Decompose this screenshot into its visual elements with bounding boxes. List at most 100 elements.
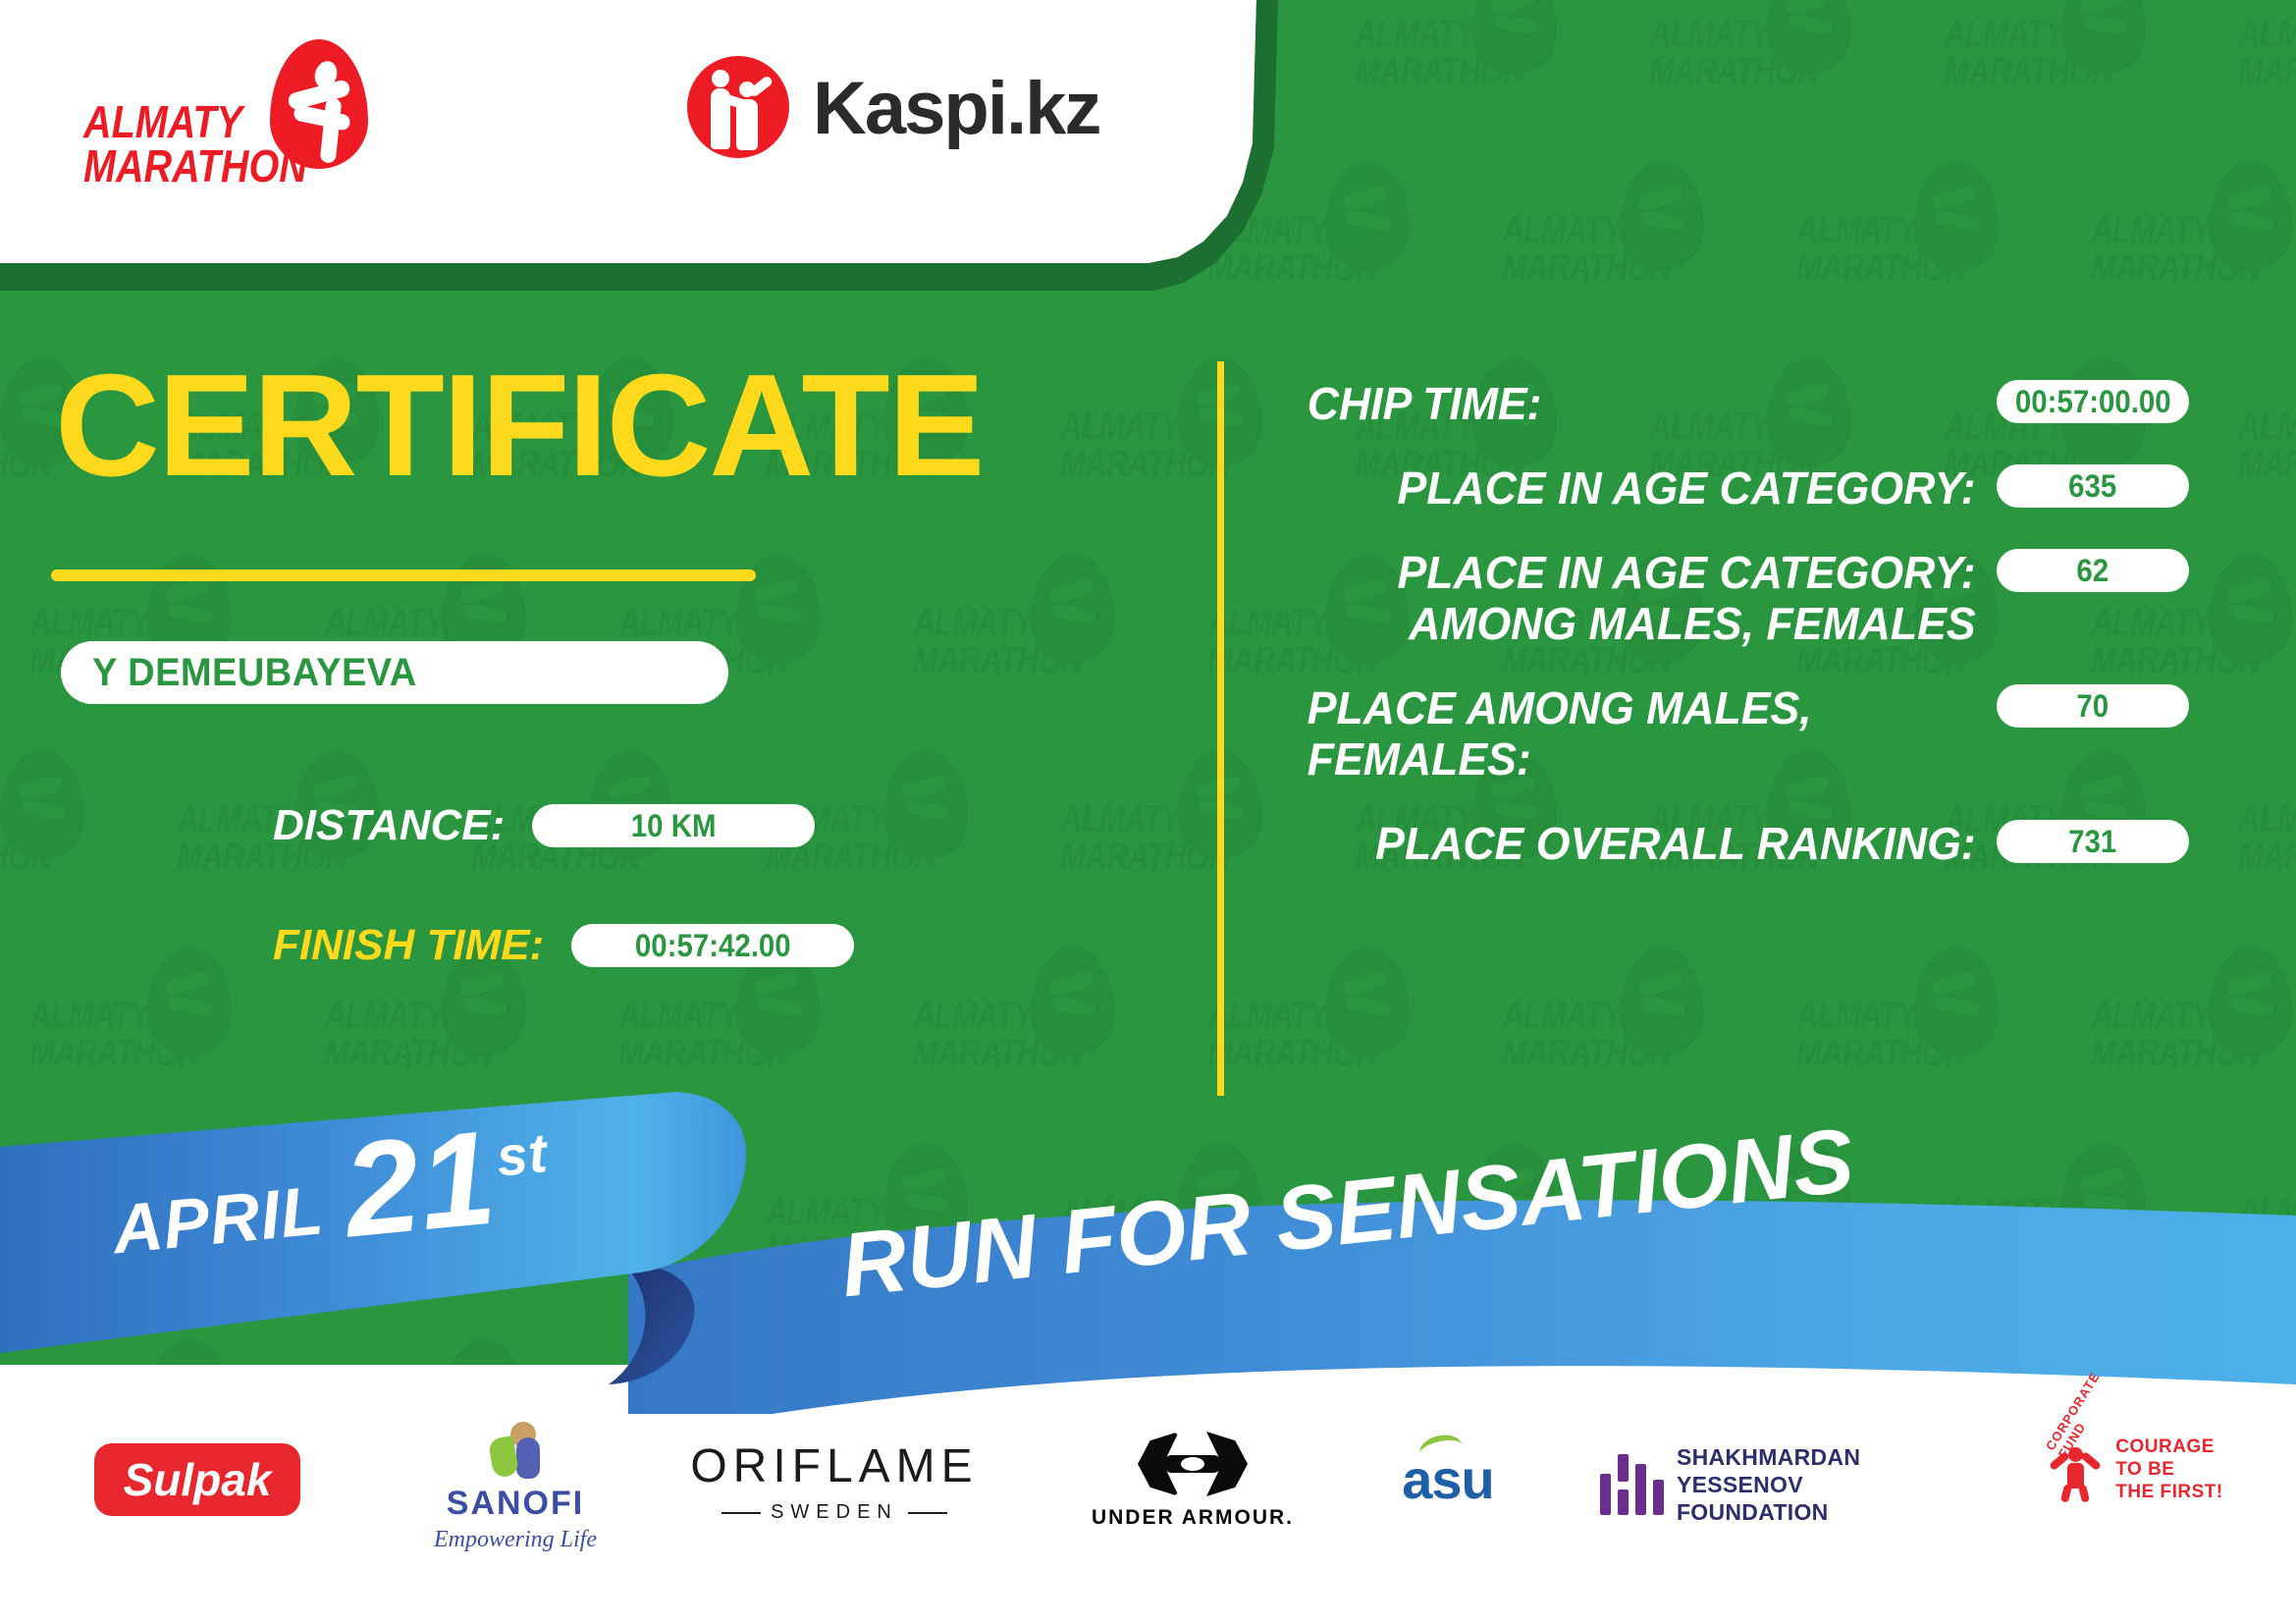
- stat-row-place-age-category-gender: PLACE IN AGE CATEGORY: AMONG MALES, FEMA…: [1286, 547, 2189, 649]
- watermark-line2: MARATHON: [1796, 1033, 1967, 1074]
- yessenov-bar-1: [1600, 1474, 1611, 1515]
- sponsor-logo-asu: asu: [1360, 1431, 1536, 1511]
- stat-row-place-overall: PLACE OVERALL RANKING: 731: [1286, 818, 2189, 869]
- watermark-line1: ALMATY: [2238, 799, 2296, 840]
- watermark-line1: ALMATY: [1207, 996, 1328, 1037]
- watermark-drop-icon: [1620, 161, 1704, 271]
- courage-right-leg-shape: [2078, 1483, 2091, 1503]
- event-day-suffix: st: [494, 1121, 551, 1188]
- results-stats-list: CHIP TIME: 00:57:00.00 PLACE IN AGE CATE…: [1286, 378, 2189, 902]
- finish-time-value: 00:57:42.00: [634, 927, 791, 963]
- watermark-line2: MARATHON: [1502, 247, 1673, 289]
- watermark-line1: ALMATY: [2091, 996, 2212, 1037]
- courage-wordmark: COURAGE TO BE THE FIRST!: [2115, 1435, 2223, 1503]
- oriflame-wordmark: ORIFLAME: [690, 1440, 979, 1492]
- courage-wordmark-line2: TO BE: [2115, 1459, 2175, 1480]
- stat-row-place-among-gender: PLACE AMONG MALES, FEMALES: 70: [1286, 682, 2189, 785]
- watermark-drop-icon: [1914, 947, 1999, 1056]
- courage-head-shape: [2068, 1446, 2084, 1462]
- watermark-drop-icon: [2209, 947, 2293, 1056]
- watermark-drop-icon: [1325, 947, 1410, 1056]
- watermark-line2: MARATHON: [1649, 51, 1820, 92]
- watermark-drop-icon: [0, 750, 84, 860]
- place-age-category-label: PLACE IN AGE CATEGORY:: [1397, 462, 1976, 514]
- watermark-drop-icon: [1914, 161, 1999, 271]
- stat-row-chip-time: CHIP TIME: 00:57:00.00: [1286, 378, 2189, 429]
- watermark-line2: MARATHON: [913, 640, 1084, 681]
- watermark-line1: ALMATY: [1502, 996, 1623, 1037]
- ribbon-right-segment: [628, 1200, 2296, 1414]
- chip-time-value: 00:57:00.00: [2014, 383, 2171, 419]
- kaspi-child-arm-shape: [747, 75, 774, 98]
- watermark-line2: MARATHON: [1355, 51, 1525, 92]
- kaspi-child-body-shape: [736, 99, 758, 150]
- watermark-line1: ALMATY: [2238, 14, 2296, 55]
- marathon-wordmark-line1: ALMATY: [83, 96, 242, 147]
- marathon-wordmark-line2: MARATHON: [83, 140, 307, 191]
- watermark-line2: MARATHON: [0, 837, 53, 878]
- kaspi-logo: Kaspi.kz: [687, 54, 1101, 162]
- place-age-category-value: 635: [2068, 467, 2117, 504]
- watermark-line2: MARATHON: [0, 444, 53, 485]
- yessenov-bar-2: [1618, 1454, 1629, 1482]
- place-among-gender-label: PLACE AMONG MALES, FEMALES:: [1307, 682, 1812, 785]
- event-day: 21: [338, 1102, 503, 1266]
- watermark-line2: MARATHON: [2238, 444, 2296, 485]
- sponsor-logo-oriflame: ORIFLAME SWEDEN: [687, 1439, 982, 1524]
- column-divider: [1217, 361, 1224, 1096]
- ua-center-hole-shape: [1181, 1457, 1204, 1471]
- watermark-line1: ALMATY: [29, 996, 150, 1037]
- watermark-line2: MARATHON: [1502, 1033, 1673, 1074]
- watermark-line1: ALMATY: [2238, 406, 2296, 448]
- courage-figure-icon: CORPORATE FUND: [2043, 1369, 2104, 1503]
- watermark-drop-icon: [1031, 947, 1115, 1056]
- place-age-category-gender-value-pill: 62: [1997, 549, 2189, 592]
- sanofi-blue-shape: [516, 1437, 540, 1479]
- courage-left-leg-shape: [2060, 1483, 2073, 1503]
- watermark-line1: ALMATY: [1355, 14, 1475, 55]
- yessenov-bar-5: [1653, 1480, 1664, 1515]
- oriflame-rule-right: [907, 1511, 947, 1514]
- watermark-drop-icon: [1325, 161, 1410, 271]
- sponsor-logo-sulpak: Sulpak: [94, 1443, 300, 1516]
- sponsor-logo-yessenov-foundation: SHAKHMARDAN YESSENOV FOUNDATION: [1600, 1443, 1973, 1526]
- watermark-line1: ALMATY: [618, 996, 739, 1037]
- watermark-drop-icon: [2061, 0, 2146, 75]
- watermark-line1: ALMATY: [2091, 210, 2212, 251]
- watermark-line2: MARATHON: [2238, 51, 2296, 92]
- place-overall-value-pill: 731: [1997, 820, 2189, 863]
- watermark-line1: ALMATY: [324, 996, 445, 1037]
- under-armour-mark-icon: [1134, 1432, 1252, 1496]
- yessenov-bar-3: [1618, 1489, 1629, 1515]
- distance-value-pill: 10 KM: [532, 804, 816, 847]
- watermark-drop-icon: [1767, 0, 1851, 75]
- sponsor-logo-sanofi: SANOFI Empowering Life: [402, 1422, 628, 1553]
- sponsor-logo-strip: Sulpak SANOFI Empowering Life ORIFLAME S…: [0, 1369, 2296, 1610]
- under-armour-wordmark: UNDER ARMOUR.: [1091, 1506, 1295, 1529]
- watermark-line1: ALMATY: [1502, 210, 1623, 251]
- watermark-line2: MARATHON: [1207, 1033, 1378, 1074]
- ribbon-fold-shape: [609, 1264, 695, 1384]
- yessenov-wordmark-line2: FOUNDATION: [1676, 1499, 1829, 1525]
- place-age-category-gender-value: 62: [2076, 552, 2109, 588]
- chip-time-value-pill: 00:57:00.00: [1997, 380, 2189, 423]
- watermark-line2: MARATHON: [2091, 247, 2262, 289]
- watermark-line1: ALMATY: [913, 996, 1034, 1037]
- oriflame-rule-left: [721, 1511, 762, 1514]
- place-among-gender-value: 70: [2076, 687, 2109, 724]
- kaspi-circle-icon: [687, 56, 789, 158]
- event-ribbon-banner: [0, 1090, 2296, 1414]
- kaspi-adult-head-shape: [712, 70, 729, 87]
- yessenov-wordmark-line1: SHAKHMARDAN YESSENOV: [1676, 1444, 1861, 1497]
- place-among-gender-value-pill: 70: [1997, 684, 2189, 728]
- ribbon-left-segment: [0, 1092, 747, 1353]
- watermark-line1: ALMATY: [0, 406, 3, 449]
- watermark-drop-icon: [2209, 161, 2293, 271]
- watermark-line2: MARATHON: [1060, 837, 1231, 878]
- watermark-drop-icon: [1472, 0, 1557, 75]
